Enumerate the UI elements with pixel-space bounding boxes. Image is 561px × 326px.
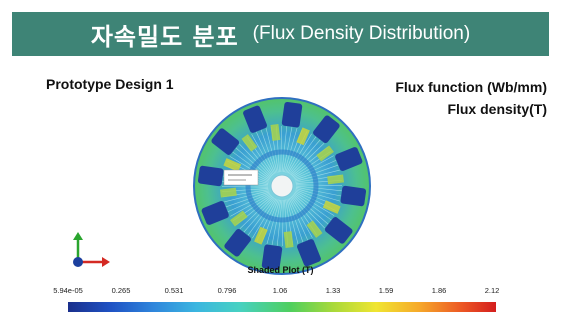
flux-line [227, 192, 270, 213]
flux-line [225, 191, 270, 208]
flux-line [295, 169, 340, 182]
stator-slot [261, 244, 283, 271]
flux-line [266, 199, 280, 245]
axes-origin [73, 257, 83, 267]
colorbar-title: Shaded Plot (T) [247, 265, 314, 275]
stator-slot [335, 147, 363, 171]
colorbar-tick-label: 1.59 [378, 286, 394, 295]
stator-tooth [316, 145, 334, 162]
rotor-ring [245, 149, 319, 223]
stator-tooth [270, 123, 281, 141]
flux-line [232, 151, 271, 180]
stator-slot [324, 217, 353, 244]
flux-line [235, 147, 271, 179]
flux-line [294, 159, 337, 180]
flux-line [252, 198, 277, 239]
flux-line [290, 143, 325, 176]
flux-line [289, 197, 313, 238]
stator-slot [224, 228, 251, 257]
flux-line [224, 190, 269, 203]
flux-line [251, 134, 275, 175]
flux-line [293, 155, 334, 179]
flux-line [265, 128, 278, 173]
flux-line [243, 197, 275, 233]
colorbar [68, 302, 496, 312]
flux-function-label: Flux function (Wb/mm) [395, 79, 547, 95]
flux-line [293, 192, 332, 221]
flux-density-label: Flux density(T) [447, 101, 547, 117]
y-axis-arrowhead [73, 232, 83, 240]
x-axis-arrowhead [102, 257, 110, 267]
colorbar-tick-label: 5.94e-05 [53, 286, 83, 295]
coordinate-axes [73, 232, 110, 267]
flux-line [229, 156, 270, 181]
stator-slot [281, 101, 303, 128]
colorbar-tick-label: 0.265 [111, 286, 131, 295]
stator-tooth [322, 200, 341, 214]
flux-line [288, 136, 317, 175]
design-label: Prototype Design 1 [46, 76, 174, 92]
colorbar-tick-label: 0.796 [217, 286, 237, 295]
flux-line [295, 188, 341, 202]
stator-tooth [254, 226, 268, 245]
flux-line [230, 193, 271, 217]
stator-tooth [219, 187, 237, 198]
colorbar-tick-label: 1.86 [431, 286, 447, 295]
flux-line [280, 125, 282, 173]
title-english: (Flux Density Distribution) [252, 23, 471, 44]
stator-tooth [223, 158, 242, 172]
stator-tooth [327, 174, 345, 185]
legend-labels: Flux function (Wb/mm) Flux density(T) [395, 76, 547, 120]
stator-slot [211, 128, 240, 155]
shaft-hole [270, 174, 294, 198]
flux-line [284, 127, 298, 173]
stator-slot [313, 115, 340, 144]
colorbar-tick-label: 1.06 [272, 286, 288, 295]
stator-outline [193, 97, 371, 275]
flux-line [286, 199, 299, 244]
colorbar-tick-label: 1.33 [325, 286, 341, 295]
flux-line [294, 164, 339, 181]
stator-slot [243, 105, 267, 133]
flux-line [294, 191, 335, 216]
flux-line [255, 131, 276, 174]
flux-line [287, 133, 312, 174]
colorbar-tick-label: 0.531 [164, 286, 184, 295]
stator-slot [201, 201, 229, 225]
flux-line [260, 129, 277, 174]
flux-line [221, 186, 269, 188]
flux-line [287, 198, 304, 243]
flux-line [281, 126, 288, 173]
flux-line [282, 199, 284, 247]
flux-line [282, 126, 293, 173]
stator-tooth [296, 127, 310, 146]
stator-slot [297, 239, 321, 267]
stator-slot [340, 185, 367, 207]
colorbar-ticks: 5.94e-05 0.265 0.531 0.796 1.06 1.33 1.59 1.86 2… [53, 286, 500, 298]
flux-line [239, 196, 274, 229]
flux-line [276, 199, 283, 246]
flux-line [239, 143, 272, 178]
flux-line [295, 184, 343, 186]
flux-line [271, 199, 282, 246]
flux-line [247, 197, 276, 236]
stator-tooth [230, 210, 248, 227]
flux-line [292, 194, 325, 229]
flux-line [295, 185, 342, 192]
motor-flux-plot [193, 97, 371, 275]
colorbar-tick-label: 2.12 [484, 286, 500, 295]
flux-line [293, 193, 329, 225]
stator-tooth [306, 220, 323, 238]
probe-tooltip [223, 169, 259, 186]
flux-line [289, 139, 321, 175]
stator-tooth [241, 134, 258, 152]
stator-slot [197, 165, 224, 187]
title-banner: 자속밀도 분포 (Flux Density Distribution) [12, 12, 549, 56]
stator-tooth [283, 231, 294, 249]
title-korean: 자속밀도 분포 [90, 22, 239, 51]
flux-line [295, 186, 342, 197]
flux-line [288, 198, 309, 241]
